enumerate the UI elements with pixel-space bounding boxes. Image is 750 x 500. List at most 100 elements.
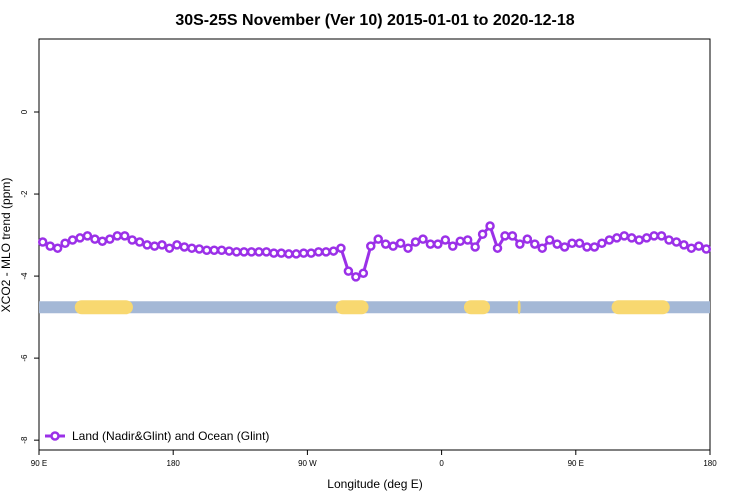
data-point [60, 238, 70, 249]
data-point [127, 235, 137, 245]
data-point [567, 238, 577, 249]
data-point [149, 241, 160, 251]
x-tick-label: 90 E [568, 459, 584, 468]
data-point [209, 245, 219, 255]
y-tick-label: -2 [20, 190, 29, 198]
data-point [671, 237, 682, 247]
data-point [403, 243, 413, 253]
data-point [470, 242, 480, 252]
data-point [619, 231, 630, 241]
data-point [224, 246, 234, 256]
data-point [187, 243, 197, 253]
land-segment [335, 300, 369, 315]
y-axis-label: XCO2 - MLO trend (ppm) [0, 178, 13, 313]
data-point [582, 242, 592, 252]
data-point [373, 234, 383, 244]
data-point [254, 247, 264, 257]
data-point [530, 239, 540, 249]
data-point [477, 229, 488, 239]
x-axis-label: Longitude (deg E) [327, 477, 422, 491]
series-line [42, 223, 707, 279]
ocean-band [39, 301, 710, 314]
data-point [440, 235, 451, 245]
data-point [559, 242, 570, 252]
land-segment [517, 300, 521, 315]
x-tick-label: 90 E [31, 459, 47, 468]
data-point [701, 244, 712, 254]
data-point [433, 239, 443, 249]
data-point [664, 235, 674, 245]
data-point [589, 242, 600, 252]
y-tick-label: -4 [20, 272, 29, 280]
data-point [172, 240, 182, 250]
data-point [216, 245, 227, 255]
x-tick-label: 0 [439, 459, 444, 468]
data-point [380, 239, 391, 249]
data-point [522, 234, 533, 244]
data-point [142, 240, 152, 250]
data-point [52, 243, 63, 253]
data-point [134, 237, 145, 247]
data-point [351, 272, 361, 282]
data-point [194, 244, 205, 254]
data-point [112, 231, 123, 241]
data-point [291, 249, 301, 259]
data-point [686, 243, 697, 253]
land-segment [463, 300, 491, 315]
data-point [321, 247, 331, 257]
y-tick-label: 0 [20, 109, 29, 114]
data-point [395, 238, 406, 249]
x-tick-label: 180 [703, 459, 717, 468]
data-point [306, 248, 316, 258]
data-point [634, 235, 644, 245]
data-point [410, 237, 421, 247]
data-point [82, 231, 93, 241]
data-point [105, 234, 115, 244]
data-point [366, 241, 376, 251]
data-point [313, 247, 324, 257]
data-point [231, 247, 242, 257]
data-point [574, 238, 585, 249]
legend-label: Land (Nadir&Glint) and Ocean (Glint) [72, 429, 269, 443]
data-point [284, 249, 294, 259]
data-point [694, 241, 704, 251]
data-point [425, 239, 436, 249]
data-point [276, 248, 287, 258]
data-point [597, 238, 607, 249]
data-point [246, 247, 257, 257]
data-point [537, 243, 547, 253]
data-point [119, 231, 130, 241]
data-point [641, 233, 652, 243]
data-point [239, 247, 249, 257]
chart-title: 30S-25S November (Ver 10) 2015-01-01 to … [175, 12, 574, 29]
data-point [507, 231, 518, 241]
x-tick-label: 90 W [298, 459, 317, 468]
data-point [626, 233, 637, 243]
data-point [388, 241, 398, 251]
legend-marker [50, 431, 60, 441]
data-point [358, 268, 369, 278]
data-point [269, 248, 279, 258]
data-point [448, 241, 458, 251]
data-point [261, 247, 272, 257]
data-point [37, 237, 48, 247]
data-point [97, 236, 108, 246]
data-point [656, 231, 667, 241]
data-point [455, 236, 465, 246]
data-point [544, 235, 555, 245]
y-tick-label: -6 [20, 354, 29, 362]
data-point [157, 240, 167, 250]
data-point [679, 240, 689, 250]
data-point [552, 239, 562, 249]
y-tick-label: -8 [20, 436, 29, 444]
data-point [75, 233, 85, 243]
data-point [612, 233, 622, 243]
data-point [202, 245, 212, 255]
data-point [164, 243, 175, 253]
data-point [90, 234, 100, 244]
data-point [485, 221, 495, 231]
x-tick-label: 180 [167, 459, 181, 468]
data-point [67, 235, 78, 245]
data-point [649, 231, 659, 241]
